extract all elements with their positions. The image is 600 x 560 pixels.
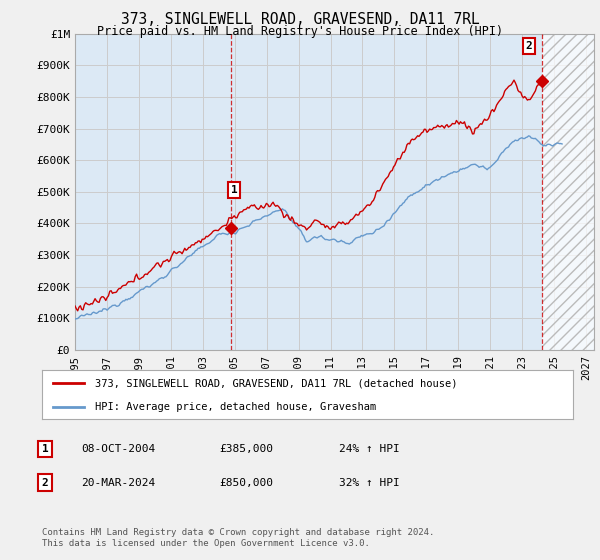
Text: £385,000: £385,000 [219,444,273,454]
Text: £850,000: £850,000 [219,478,273,488]
Bar [542,34,594,350]
Text: 373, SINGLEWELL ROAD, GRAVESEND, DA11 7RL: 373, SINGLEWELL ROAD, GRAVESEND, DA11 7R… [121,12,479,27]
Text: Price paid vs. HM Land Registry's House Price Index (HPI): Price paid vs. HM Land Registry's House … [97,25,503,38]
Text: 2: 2 [41,478,49,488]
Text: HPI: Average price, detached house, Gravesham: HPI: Average price, detached house, Grav… [95,402,376,412]
Text: 1: 1 [41,444,49,454]
Text: 32% ↑ HPI: 32% ↑ HPI [339,478,400,488]
Text: 2: 2 [526,41,532,52]
Text: 08-OCT-2004: 08-OCT-2004 [81,444,155,454]
Text: 373, SINGLEWELL ROAD, GRAVESEND, DA11 7RL (detached house): 373, SINGLEWELL ROAD, GRAVESEND, DA11 7R… [95,379,458,389]
Text: 24% ↑ HPI: 24% ↑ HPI [339,444,400,454]
Text: Contains HM Land Registry data © Crown copyright and database right 2024.
This d: Contains HM Land Registry data © Crown c… [42,528,434,548]
Bar [542,34,594,350]
Text: 20-MAR-2024: 20-MAR-2024 [81,478,155,488]
Text: 1: 1 [231,185,238,195]
